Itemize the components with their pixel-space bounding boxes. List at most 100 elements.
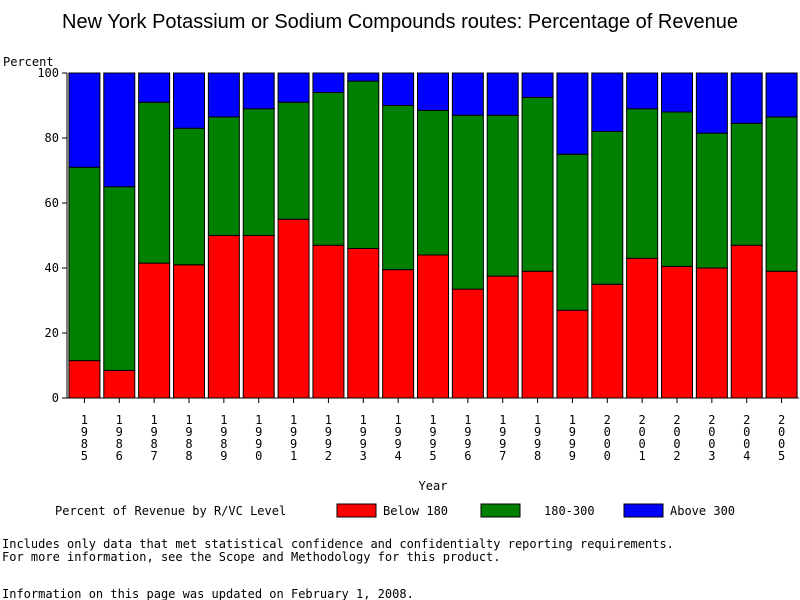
bar-segment <box>451 288 484 399</box>
y-tick-label: 40 <box>45 261 59 275</box>
bar-segment <box>347 72 380 82</box>
bar-segment <box>556 153 589 311</box>
bar-segment <box>138 101 171 264</box>
bar-segment <box>173 264 205 399</box>
y-axis-label: Percent <box>3 55 54 69</box>
bar-segment <box>277 72 310 103</box>
bar-segment <box>556 72 589 155</box>
bar-segment <box>68 166 101 362</box>
bar-segment <box>312 92 345 246</box>
bar-segment <box>626 257 659 399</box>
bar-segment <box>242 235 275 399</box>
bar-segment <box>591 131 624 285</box>
bar-segment <box>486 275 519 399</box>
legend-swatch <box>623 503 664 518</box>
bar-segment <box>173 127 205 266</box>
bar-segment <box>730 72 763 124</box>
bar-segment <box>103 369 136 399</box>
bar-segment <box>765 270 798 399</box>
bar-segment <box>417 254 449 399</box>
y-tick-label: 100 <box>37 66 59 80</box>
bar-segment <box>626 72 659 110</box>
footnote-line-1: Includes only data that met statistical … <box>2 537 674 551</box>
bar-segment <box>417 109 449 256</box>
bar-segment <box>765 116 798 272</box>
bar-segment <box>417 72 449 111</box>
bar-segment <box>451 72 484 116</box>
bar-segment <box>695 132 728 269</box>
bar-segment <box>521 270 554 399</box>
bar-segment <box>242 108 275 236</box>
bar-segment <box>382 105 415 271</box>
bar-segment <box>207 72 240 118</box>
bar-segment <box>68 360 101 399</box>
legend-swatch <box>336 503 377 518</box>
bar-segment <box>312 244 345 399</box>
y-tick-label: 0 <box>52 391 59 405</box>
bar-segment <box>173 72 205 129</box>
bar-segment <box>347 80 380 249</box>
bar-segment <box>312 72 345 93</box>
chart-title: New York Potassium or Sodium Compounds r… <box>62 11 738 33</box>
bar-segment <box>382 269 415 399</box>
y-tick-label: 20 <box>45 326 59 340</box>
bar-segment <box>591 283 624 399</box>
bar-segment <box>486 72 519 116</box>
bar-segment <box>730 122 763 246</box>
bar-segment <box>207 235 240 399</box>
legend-label: Above 300 <box>670 504 735 518</box>
legend-title: Percent of Revenue by R/VC Level <box>55 504 286 518</box>
bar-segment <box>521 72 554 98</box>
bar-segment <box>242 72 275 110</box>
bar-segment <box>591 72 624 132</box>
bar-segment <box>765 72 798 118</box>
bar-segment <box>103 186 136 371</box>
bar-segment <box>730 244 763 399</box>
bar-segment <box>138 262 171 399</box>
bar-segment <box>556 309 589 399</box>
legend-label: 180-300 <box>544 504 595 518</box>
bar-segment <box>661 72 693 113</box>
plot-area: 0 20 40 60 80 100 1 9 8 5 1 9 8 6 1 9 8 7 1 9 8 8 1 9 8 9 1 9 9 0 1 9 9 1… <box>37 66 799 463</box>
bar-segment <box>207 116 240 236</box>
x-axis-label: Year <box>419 479 448 493</box>
bar-segment <box>347 248 380 399</box>
bar-segment <box>103 72 136 188</box>
y-tick-label: 80 <box>45 131 59 145</box>
bar-segment <box>695 72 728 134</box>
footnote-updated: Information on this page was updated on … <box>2 587 414 600</box>
bar-segment <box>451 114 484 290</box>
bar-segment <box>138 72 171 103</box>
bar-segment <box>661 111 693 267</box>
bar-segment <box>68 72 101 168</box>
y-tick-label: 60 <box>45 196 59 210</box>
legend-label: Below 180 <box>383 504 448 518</box>
bar-segment <box>695 267 728 399</box>
footnote-line-2: For more information, see the Scope and … <box>2 550 501 564</box>
legend: Percent of Revenue by R/VC Level Below 1… <box>55 503 735 518</box>
bar-segment <box>486 114 519 277</box>
legend-swatch <box>480 503 521 518</box>
